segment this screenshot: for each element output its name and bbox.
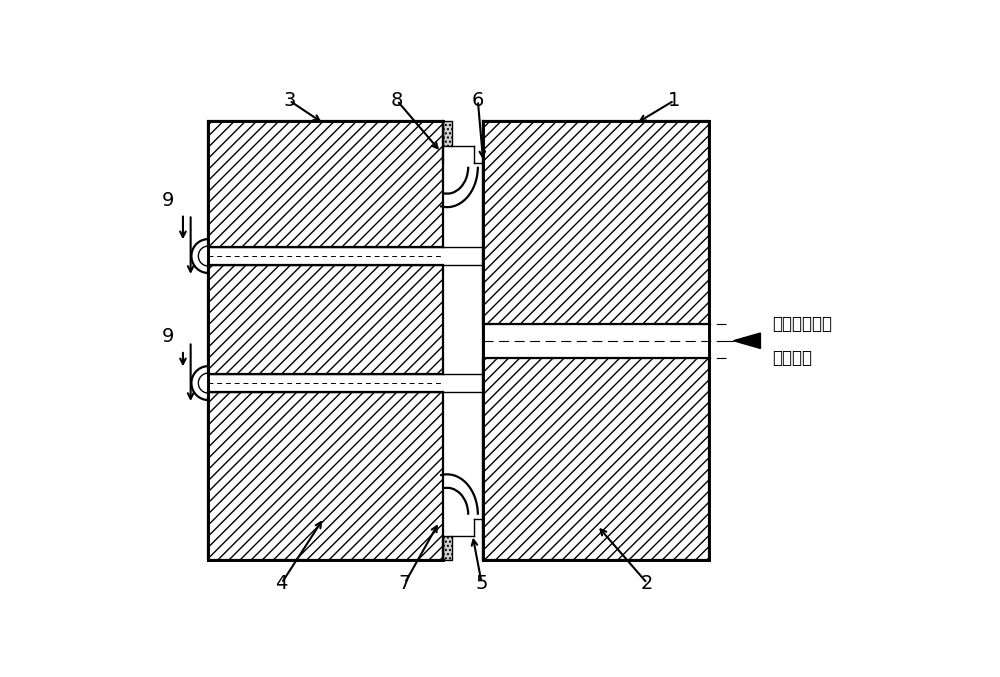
Bar xyxy=(443,121,452,146)
Bar xyxy=(483,121,709,324)
Text: 气膜气体介质: 气膜气体介质 xyxy=(772,315,832,333)
Text: 3: 3 xyxy=(283,91,295,110)
Text: 5: 5 xyxy=(475,574,488,593)
Polygon shape xyxy=(733,333,760,349)
Text: 9: 9 xyxy=(161,191,174,210)
Bar xyxy=(208,265,443,374)
Text: 7: 7 xyxy=(399,574,411,593)
Bar xyxy=(483,357,709,560)
Text: 6: 6 xyxy=(472,91,484,110)
Text: 4: 4 xyxy=(275,574,288,593)
Bar xyxy=(208,121,443,247)
Text: 9: 9 xyxy=(161,328,174,347)
Text: 流动方向: 流动方向 xyxy=(772,349,812,367)
Text: 1: 1 xyxy=(668,91,680,110)
Bar xyxy=(443,536,452,560)
Text: 2: 2 xyxy=(641,574,653,593)
Bar xyxy=(208,392,443,560)
Text: 8: 8 xyxy=(391,91,403,110)
